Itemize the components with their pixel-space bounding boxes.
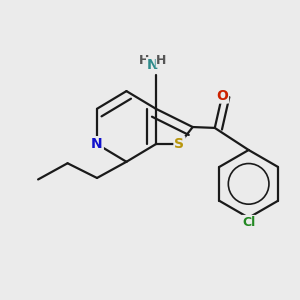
Text: N: N	[146, 58, 158, 72]
Text: N: N	[91, 137, 103, 151]
Text: S: S	[174, 137, 184, 151]
Text: Cl: Cl	[242, 216, 255, 229]
Text: O: O	[216, 88, 228, 103]
Text: H: H	[139, 54, 149, 67]
Text: H: H	[156, 54, 166, 67]
